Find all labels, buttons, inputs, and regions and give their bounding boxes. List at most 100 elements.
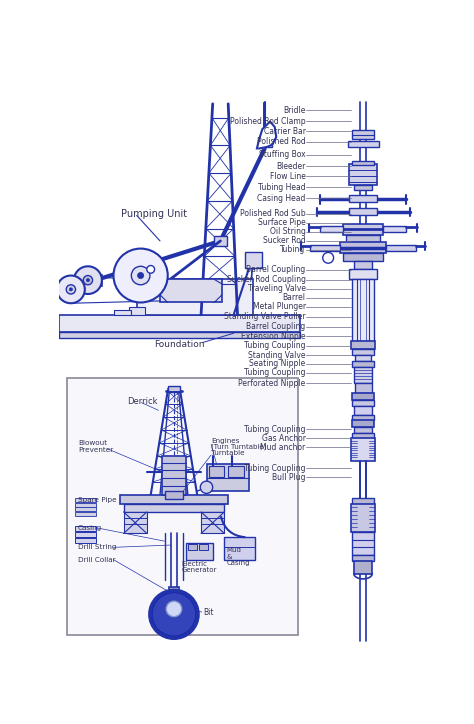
Text: Stuffing Box: Stuffing Box [259,151,306,159]
Bar [352,415,374,419]
Bar [352,532,374,555]
Bar [352,434,374,438]
Text: Sucker Rod: Sucker Rod [263,236,306,245]
Bar [186,543,213,560]
Bar [355,382,372,393]
Bar [354,427,373,434]
Text: (Turn Turntable): (Turn Turntable) [211,444,266,450]
Bar [352,555,374,561]
Bar [75,508,96,511]
Bar [162,456,186,495]
Text: Standing Valve: Standing Valve [248,350,306,360]
Circle shape [74,266,102,294]
Circle shape [69,288,73,291]
Bar [169,587,179,605]
Text: Oil String: Oil String [270,227,306,236]
Circle shape [113,248,168,303]
Text: Turntable: Turntable [211,450,245,456]
Text: Tubing Coupling: Tubing Coupling [244,369,306,377]
Bar [224,537,255,560]
Bar [347,140,379,147]
Text: Mud anchor: Mud anchor [260,442,306,452]
Circle shape [149,589,199,639]
Bar [245,253,262,268]
Text: Polished Rod Clamp: Polished Rod Clamp [230,117,306,126]
Bar [207,464,249,491]
Text: &: & [227,554,232,560]
Bar [349,208,377,216]
Text: Spare Pipe: Spare Pipe [78,497,117,503]
Circle shape [201,481,213,494]
Text: Tubing Coupling: Tubing Coupling [244,341,306,350]
Bar [59,332,300,338]
Bar [67,378,298,635]
Circle shape [83,276,92,285]
Text: Barrel: Barrel [283,293,306,302]
Circle shape [166,601,182,617]
Bar [75,275,102,285]
Text: Tubing Coupling: Tubing Coupling [244,463,306,473]
Bar [214,236,227,245]
Bar [59,315,300,332]
Bar [352,419,374,427]
Circle shape [66,285,75,294]
Bar [75,498,96,502]
Text: Generator: Generator [182,568,217,573]
Bar [160,279,222,303]
Bar [354,261,373,269]
Text: Polished Rod: Polished Rod [257,137,306,146]
Bar [354,367,373,382]
Bar [352,361,374,367]
Text: Blowout: Blowout [78,439,107,445]
Text: Traveling Valve: Traveling Valve [248,285,306,293]
Text: Electric: Electric [182,561,208,568]
Bar [352,349,374,355]
Bar [261,139,272,147]
Text: Tubing: Tubing [281,245,306,254]
Bar [349,269,377,279]
Circle shape [86,279,90,282]
Bar [352,279,374,341]
Bar [310,245,340,251]
Bar [340,243,386,253]
Text: Bull Plug: Bull Plug [272,473,306,481]
Bar [75,526,96,531]
Bar [201,512,224,534]
Text: Pumping Unit: Pumping Unit [121,209,187,219]
Text: Perforated Nipple: Perforated Nipple [238,379,306,388]
Bar [113,310,130,315]
Text: Preventer: Preventer [78,447,113,453]
Circle shape [57,276,85,303]
Bar [354,185,373,190]
Bar [346,235,380,243]
Text: Foundation: Foundation [154,340,205,348]
Bar [75,512,96,515]
Circle shape [147,266,155,273]
Bar [383,226,406,232]
Text: Standing Valve Puller: Standing Valve Puller [224,312,306,321]
Text: Bleeder: Bleeder [276,161,306,171]
Bar [75,502,96,507]
Bar [349,195,377,203]
Text: Engines: Engines [211,438,240,444]
Text: Casing: Casing [78,525,102,531]
Bar [228,466,244,476]
Bar [129,307,145,315]
Bar [164,491,183,499]
Text: Seating Nipple: Seating Nipple [249,359,306,369]
Text: Sucker Rod Coupling: Sucker Rod Coupling [227,275,306,285]
Bar [352,393,374,400]
Bar [354,561,373,573]
Text: Tubing Head: Tubing Head [258,182,306,192]
Bar [351,504,375,532]
Bar [75,538,96,544]
Bar [343,224,383,235]
Text: Extension Nipple: Extension Nipple [241,332,306,340]
Text: Barrel Coupling: Barrel Coupling [246,265,306,274]
Text: Barrel Coupling: Barrel Coupling [246,322,306,331]
Bar [137,279,253,315]
Bar [351,438,375,461]
Text: Metal Plunger: Metal Plunger [253,302,306,311]
Bar [75,532,96,537]
Bar [124,512,147,534]
